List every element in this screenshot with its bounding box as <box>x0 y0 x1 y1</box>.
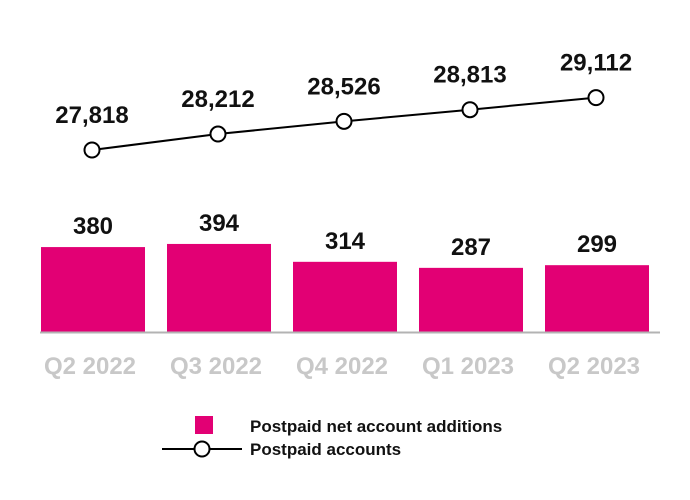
legend-bar-swatch <box>195 416 213 434</box>
bar-value-label-4: 287 <box>451 234 491 261</box>
line-value-label-1: 27,818 <box>55 102 128 129</box>
category-label-1: Q2 2022 <box>44 353 136 380</box>
legend-bar-label: Postpaid net account additions <box>250 417 502 436</box>
category-label-2: Q3 2022 <box>170 353 262 380</box>
line-series: 27,818 28,212 28,526 28,813 29,112 <box>55 50 632 159</box>
bar-5 <box>545 265 649 332</box>
bar-value-label-3: 314 <box>325 228 366 255</box>
line-value-label-4: 28,813 <box>433 62 506 89</box>
line-point-5 <box>587 89 605 107</box>
legend: Postpaid net account additions Postpaid … <box>162 416 502 459</box>
bar-value-label-2: 394 <box>199 210 240 237</box>
line-point-3 <box>335 112 353 130</box>
line-value-label-3: 28,526 <box>307 73 380 100</box>
bar-1 <box>41 247 145 332</box>
bar-2 <box>167 243 271 332</box>
category-labels: Q2 2022 Q3 2022 Q4 2022 Q1 2023 Q2 2023 <box>44 353 640 380</box>
category-label-3: Q4 2022 <box>296 353 388 380</box>
line-point-1 <box>83 141 101 159</box>
line-value-label-5: 29,112 <box>560 50 632 77</box>
bar-4 <box>419 267 523 332</box>
line-value-label-2: 28,212 <box>181 86 254 113</box>
line-point-4 <box>461 101 479 119</box>
category-label-4: Q1 2023 <box>422 353 514 380</box>
category-label-5: Q2 2023 <box>548 353 640 380</box>
legend-line-marker <box>193 440 211 458</box>
bar-value-label-5: 299 <box>577 231 617 258</box>
bar-series: 380 394 314 287 299 <box>41 210 649 332</box>
legend-line-label: Postpaid accounts <box>250 440 401 459</box>
line-point-2 <box>209 125 227 143</box>
bar-value-label-1: 380 <box>73 213 113 240</box>
bar-3 <box>293 261 397 332</box>
